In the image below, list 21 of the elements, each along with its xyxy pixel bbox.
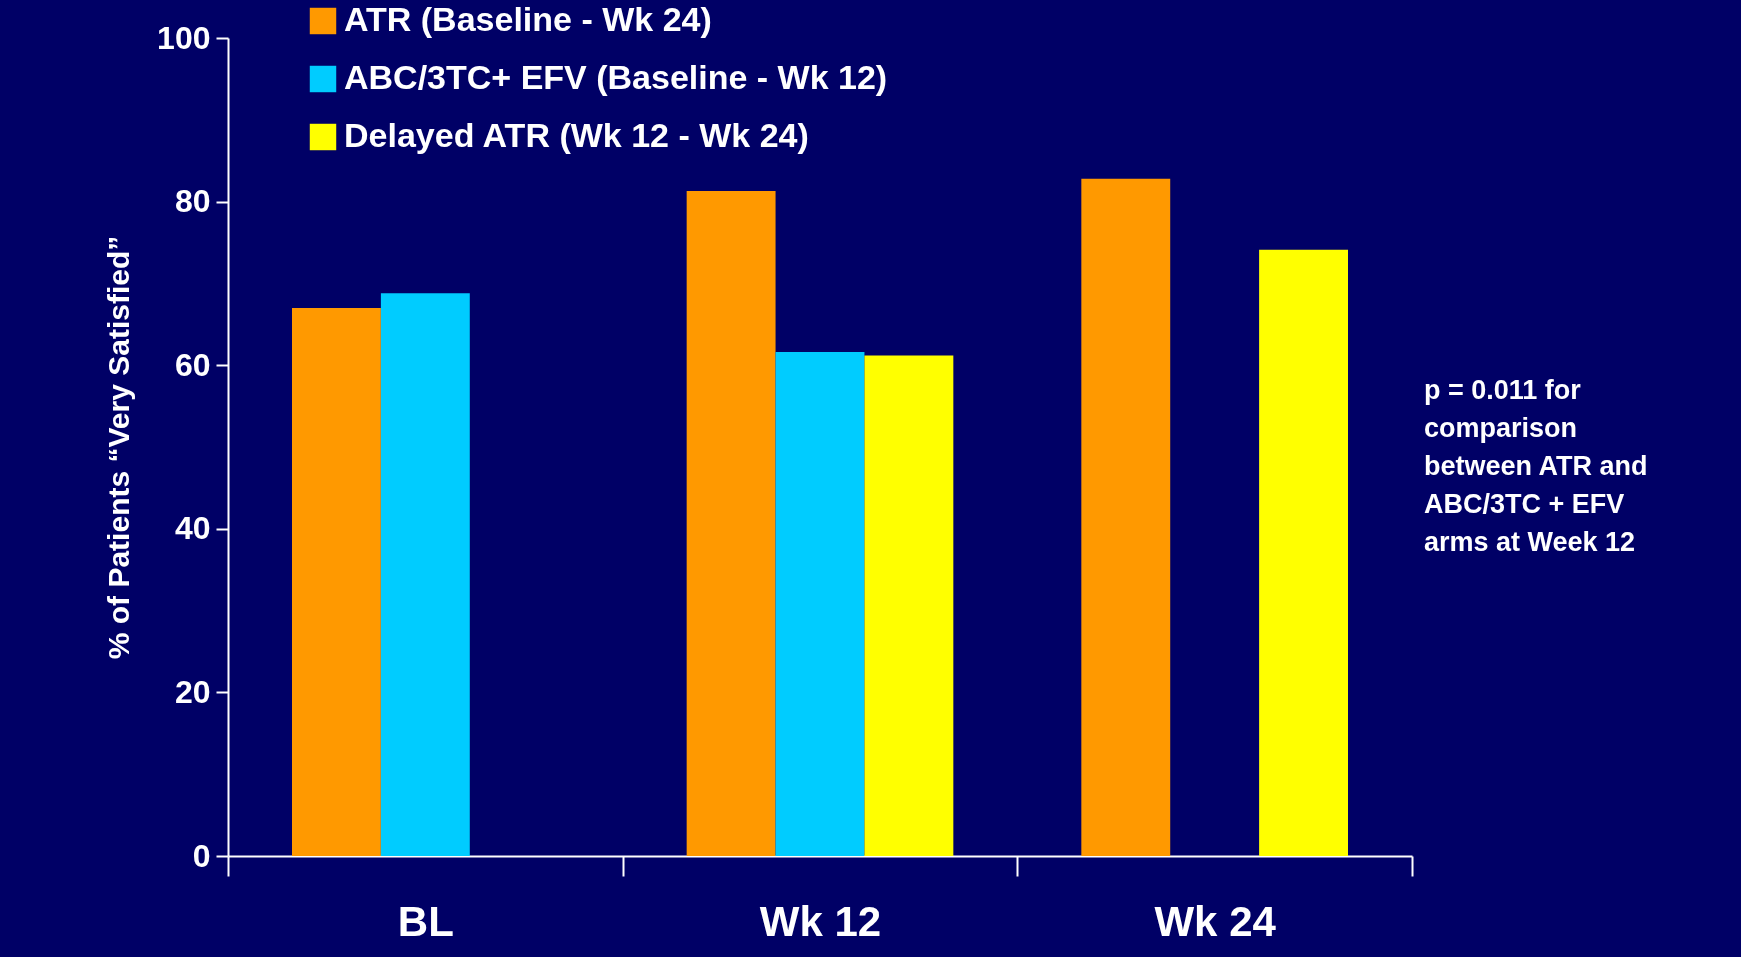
y-tick-label: 40 bbox=[174, 510, 211, 547]
y-tick-label: 80 bbox=[174, 183, 211, 220]
legend-label: ATR (Baseline - Wk 24) bbox=[344, 0, 712, 38]
bar bbox=[864, 355, 954, 856]
bar bbox=[686, 190, 776, 856]
y-tick-label: 20 bbox=[174, 673, 211, 710]
y-tick-label: 100 bbox=[157, 19, 211, 56]
legend-label: ABC/3TC+ EFV (Baseline - Wk 12) bbox=[344, 58, 888, 96]
x-tick-label: BL bbox=[397, 897, 454, 945]
x-tick-label: Wk 12 bbox=[759, 897, 882, 945]
bar bbox=[292, 307, 381, 856]
x-tick-label: Wk 24 bbox=[1154, 897, 1277, 945]
bar bbox=[1259, 249, 1348, 856]
legend-label: Delayed ATR (Wk 12 - Wk 24) bbox=[344, 116, 809, 154]
text: p = 0.011 for comparison between ATR and ABC/3TC + EFV arms at Week 12 bbox=[1424, 375, 1648, 557]
bar bbox=[380, 293, 470, 856]
bar bbox=[1081, 178, 1171, 856]
y-tick-label: 60 bbox=[174, 346, 211, 383]
y-axis-title: % of Patients “Very Satisfied” bbox=[102, 235, 136, 660]
bar bbox=[775, 352, 865, 856]
y-tick-label: 0 bbox=[192, 837, 211, 874]
